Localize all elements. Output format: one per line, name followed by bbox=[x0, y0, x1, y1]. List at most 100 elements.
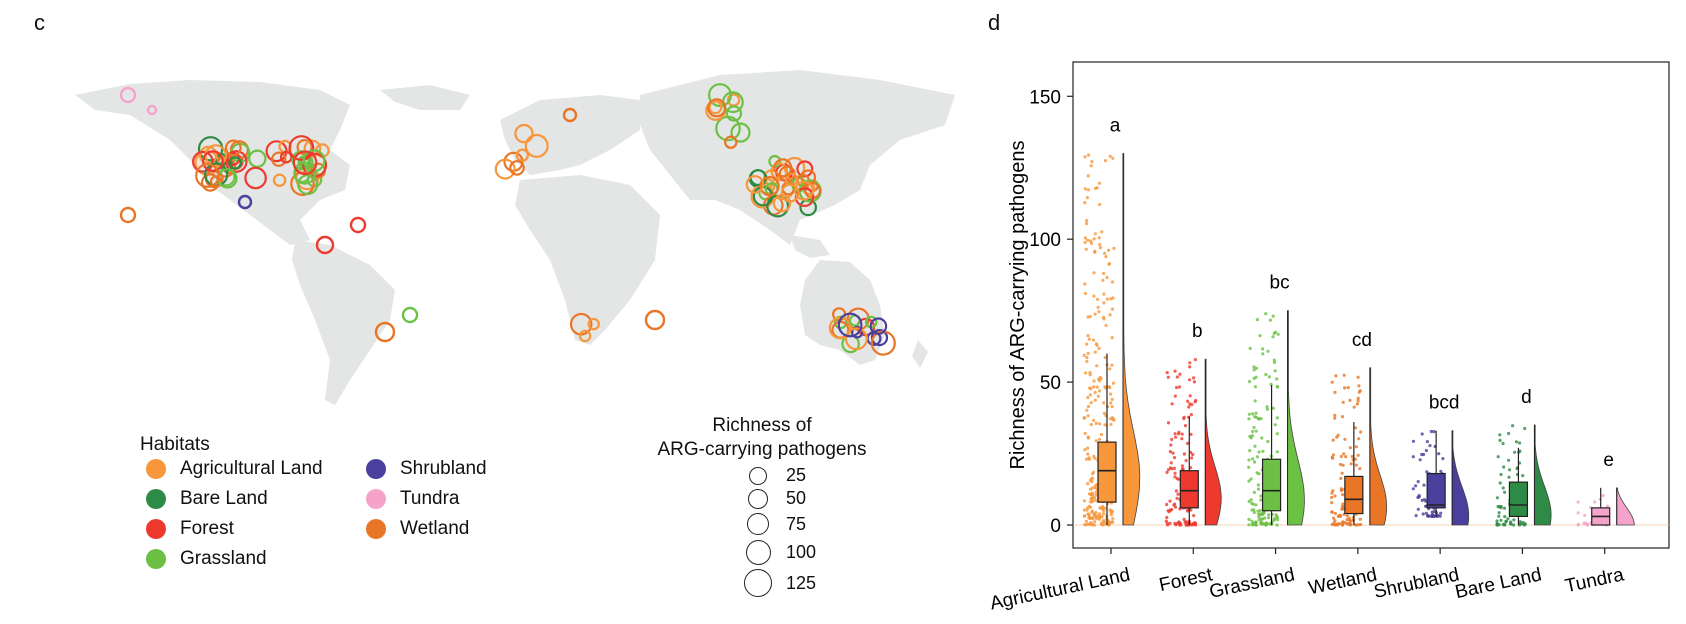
data-point bbox=[1097, 181, 1101, 185]
data-point bbox=[1356, 399, 1360, 403]
data-point bbox=[1192, 376, 1196, 380]
data-point bbox=[1333, 390, 1337, 394]
data-point bbox=[1265, 476, 1269, 481]
data-point bbox=[1186, 508, 1190, 512]
data-point bbox=[1093, 232, 1097, 236]
data-point bbox=[1168, 521, 1172, 525]
data-point bbox=[1502, 523, 1506, 527]
data-point bbox=[1354, 445, 1358, 449]
data-point bbox=[1089, 497, 1093, 501]
data-point bbox=[1188, 361, 1192, 365]
data-point bbox=[1086, 315, 1090, 319]
data-point bbox=[1507, 458, 1511, 462]
data-point bbox=[1092, 454, 1096, 458]
data-point bbox=[1344, 497, 1348, 501]
data-point bbox=[1523, 522, 1527, 526]
data-point bbox=[1341, 507, 1345, 511]
data-point bbox=[1178, 372, 1182, 376]
data-point bbox=[1516, 466, 1520, 470]
data-point bbox=[1183, 424, 1188, 428]
data-point bbox=[1576, 500, 1580, 504]
data-point bbox=[1090, 500, 1094, 504]
data-point bbox=[1166, 468, 1171, 472]
data-point bbox=[1257, 518, 1261, 522]
data-point bbox=[1420, 498, 1424, 502]
data-point bbox=[1188, 500, 1192, 504]
data-point bbox=[1440, 472, 1444, 476]
data-point bbox=[1249, 498, 1253, 502]
data-point bbox=[1504, 520, 1508, 524]
data-point bbox=[1097, 377, 1101, 381]
data-point bbox=[1086, 414, 1090, 418]
data-point bbox=[1430, 510, 1434, 514]
data-point bbox=[1093, 312, 1097, 316]
data-point bbox=[1098, 490, 1102, 494]
data-point bbox=[1519, 494, 1523, 498]
data-point bbox=[1432, 514, 1436, 518]
data-point bbox=[1165, 515, 1169, 520]
data-point bbox=[1096, 499, 1100, 503]
data-point bbox=[1330, 380, 1334, 384]
data-point bbox=[1498, 433, 1502, 437]
data-point bbox=[1268, 318, 1272, 322]
significance-letter: bc bbox=[1270, 273, 1290, 294]
data-point bbox=[1255, 455, 1259, 459]
size-legend-item: 75 bbox=[747, 513, 806, 535]
data-point bbox=[1498, 481, 1502, 485]
data-point bbox=[1089, 387, 1093, 391]
data-point bbox=[1111, 156, 1115, 160]
map-site bbox=[794, 180, 814, 201]
data-point bbox=[1346, 486, 1350, 490]
data-point bbox=[1431, 490, 1435, 494]
data-point bbox=[1182, 517, 1186, 522]
data-point bbox=[1247, 412, 1251, 416]
legend-swatch bbox=[146, 549, 166, 569]
data-point bbox=[1265, 457, 1270, 462]
data-point bbox=[1097, 236, 1101, 240]
data-point bbox=[1430, 514, 1435, 519]
data-point bbox=[1518, 522, 1522, 526]
legend-label: Bare Land bbox=[180, 488, 268, 509]
data-point bbox=[1084, 523, 1088, 527]
data-point bbox=[1503, 523, 1507, 527]
data-point bbox=[1424, 448, 1428, 453]
data-point bbox=[1354, 512, 1358, 516]
data-point bbox=[1089, 164, 1093, 168]
data-point bbox=[1507, 468, 1512, 472]
map-site bbox=[707, 98, 727, 118]
data-point bbox=[1083, 416, 1087, 420]
data-point bbox=[1597, 516, 1601, 520]
data-point bbox=[1248, 346, 1252, 350]
data-point bbox=[1249, 477, 1253, 481]
data-point bbox=[1086, 482, 1090, 486]
x-tick-label: Shrubland bbox=[1372, 564, 1461, 603]
data-point bbox=[1193, 358, 1197, 362]
data-point bbox=[1088, 478, 1092, 483]
data-point bbox=[1086, 334, 1090, 338]
data-point bbox=[1509, 507, 1513, 511]
data-point bbox=[1183, 520, 1187, 525]
data-point bbox=[1271, 489, 1275, 493]
data-point bbox=[1108, 313, 1112, 317]
data-point bbox=[1100, 523, 1105, 527]
map-site bbox=[288, 135, 315, 161]
data-point bbox=[1515, 472, 1520, 477]
data-point bbox=[1264, 497, 1268, 501]
data-point bbox=[1498, 438, 1502, 442]
data-point bbox=[1275, 450, 1279, 454]
data-point bbox=[1495, 523, 1499, 527]
data-point bbox=[1087, 457, 1092, 461]
data-point bbox=[1356, 375, 1360, 379]
legend-label: Grassland bbox=[180, 548, 267, 569]
data-point bbox=[1100, 521, 1104, 525]
data-point bbox=[1348, 519, 1352, 523]
data-point bbox=[1191, 502, 1195, 506]
data-point bbox=[1499, 505, 1503, 509]
size-legend-title: Richness of ARG-carrying pathogens bbox=[632, 414, 892, 462]
data-point bbox=[1105, 514, 1109, 518]
data-point bbox=[1338, 462, 1343, 467]
data-point bbox=[1333, 519, 1337, 523]
legend-swatch bbox=[146, 489, 166, 509]
data-point bbox=[1109, 501, 1114, 505]
data-point bbox=[1438, 478, 1442, 482]
